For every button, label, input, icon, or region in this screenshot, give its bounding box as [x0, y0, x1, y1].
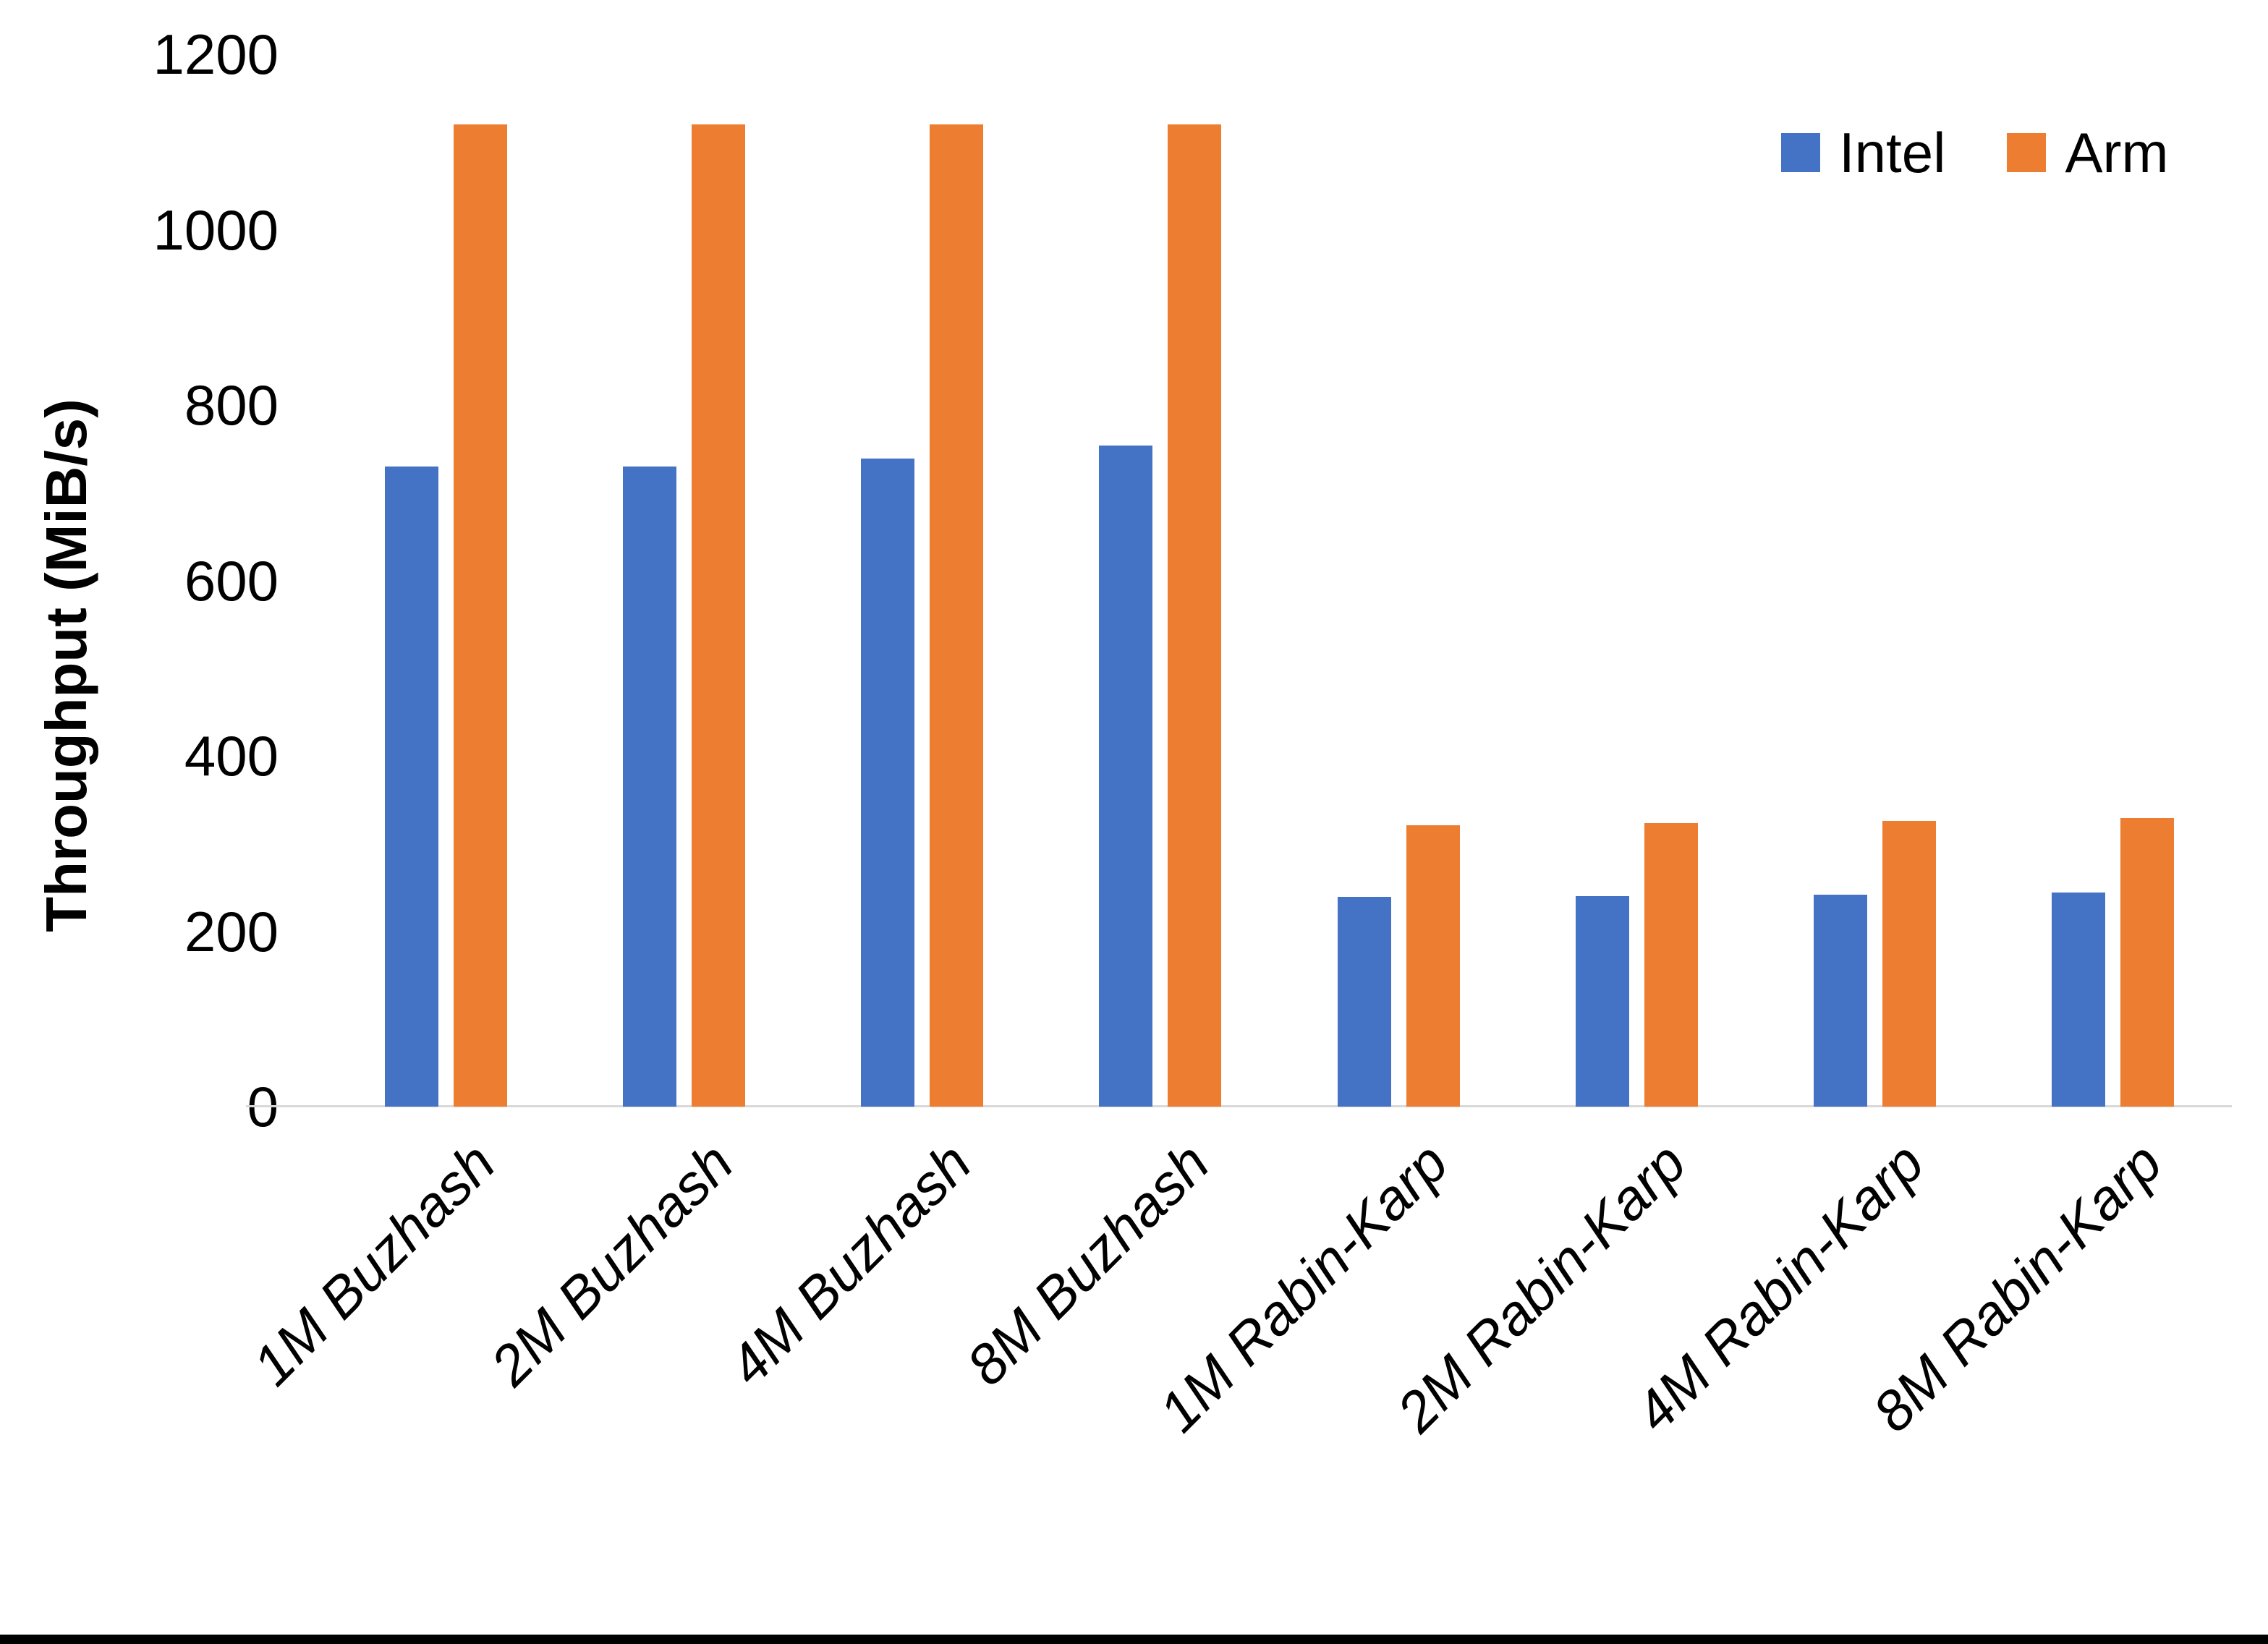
plot-area — [327, 54, 2232, 1107]
legend-swatch-arm — [2007, 133, 2047, 172]
bar-arm-7 — [1882, 820, 1936, 1107]
legend-item-arm: Arm — [2007, 124, 2168, 181]
bottom-border-rule — [0, 1635, 2268, 1644]
y-tick-0: 0 — [247, 1075, 279, 1138]
legend-label-arm: Arm — [2065, 121, 2169, 184]
y-tick-200: 200 — [184, 899, 279, 963]
legend: Intel Arm — [1781, 124, 2168, 181]
y-tick-800: 800 — [184, 373, 279, 437]
x-axis-line — [246, 1105, 2232, 1107]
bar-intel-7 — [1813, 894, 1867, 1107]
bar-intel-2 — [623, 466, 677, 1107]
y-tick-1200: 1200 — [153, 22, 279, 86]
bar-group-7 — [1756, 54, 1994, 1107]
bar-arm-6 — [1644, 823, 1698, 1107]
x-label-3: 4M Buzhash — [716, 1130, 984, 1397]
x-label-2: 2M Buzhash — [478, 1130, 746, 1397]
bar-group-4 — [1041, 54, 1279, 1107]
legend-label-intel: Intel — [1839, 121, 1946, 184]
y-tick-1000: 1000 — [153, 197, 279, 262]
bar-arm-8 — [2120, 818, 2174, 1107]
bar-group-1 — [327, 54, 565, 1107]
bar-arm-2 — [692, 124, 746, 1107]
legend-swatch-intel — [1781, 133, 1820, 172]
bar-intel-1 — [385, 466, 439, 1107]
bar-group-8 — [1994, 54, 2232, 1107]
bar-intel-3 — [861, 458, 915, 1107]
legend-item-intel: Intel — [1781, 124, 1945, 181]
y-axis-title: Throughput (MiB/s) — [34, 399, 98, 932]
bar-group-5 — [1280, 54, 1518, 1107]
bar-intel-5 — [1337, 897, 1391, 1107]
bar-intel-6 — [1575, 896, 1629, 1107]
bar-intel-4 — [1099, 445, 1153, 1107]
bar-group-2 — [565, 54, 803, 1107]
y-tick-400: 400 — [184, 724, 279, 788]
x-label-4: 8M Buzhash — [954, 1130, 1222, 1397]
bar-group-3 — [803, 54, 1041, 1107]
y-tick-600: 600 — [184, 548, 279, 613]
bar-arm-1 — [454, 124, 508, 1107]
x-label-1: 1M Buzhash — [240, 1130, 507, 1397]
bar-arm-5 — [1406, 825, 1460, 1107]
bar-arm-4 — [1168, 124, 1222, 1107]
bar-intel-8 — [2051, 893, 2105, 1107]
bar-group-6 — [1518, 54, 1756, 1107]
bar-arm-3 — [930, 124, 984, 1107]
